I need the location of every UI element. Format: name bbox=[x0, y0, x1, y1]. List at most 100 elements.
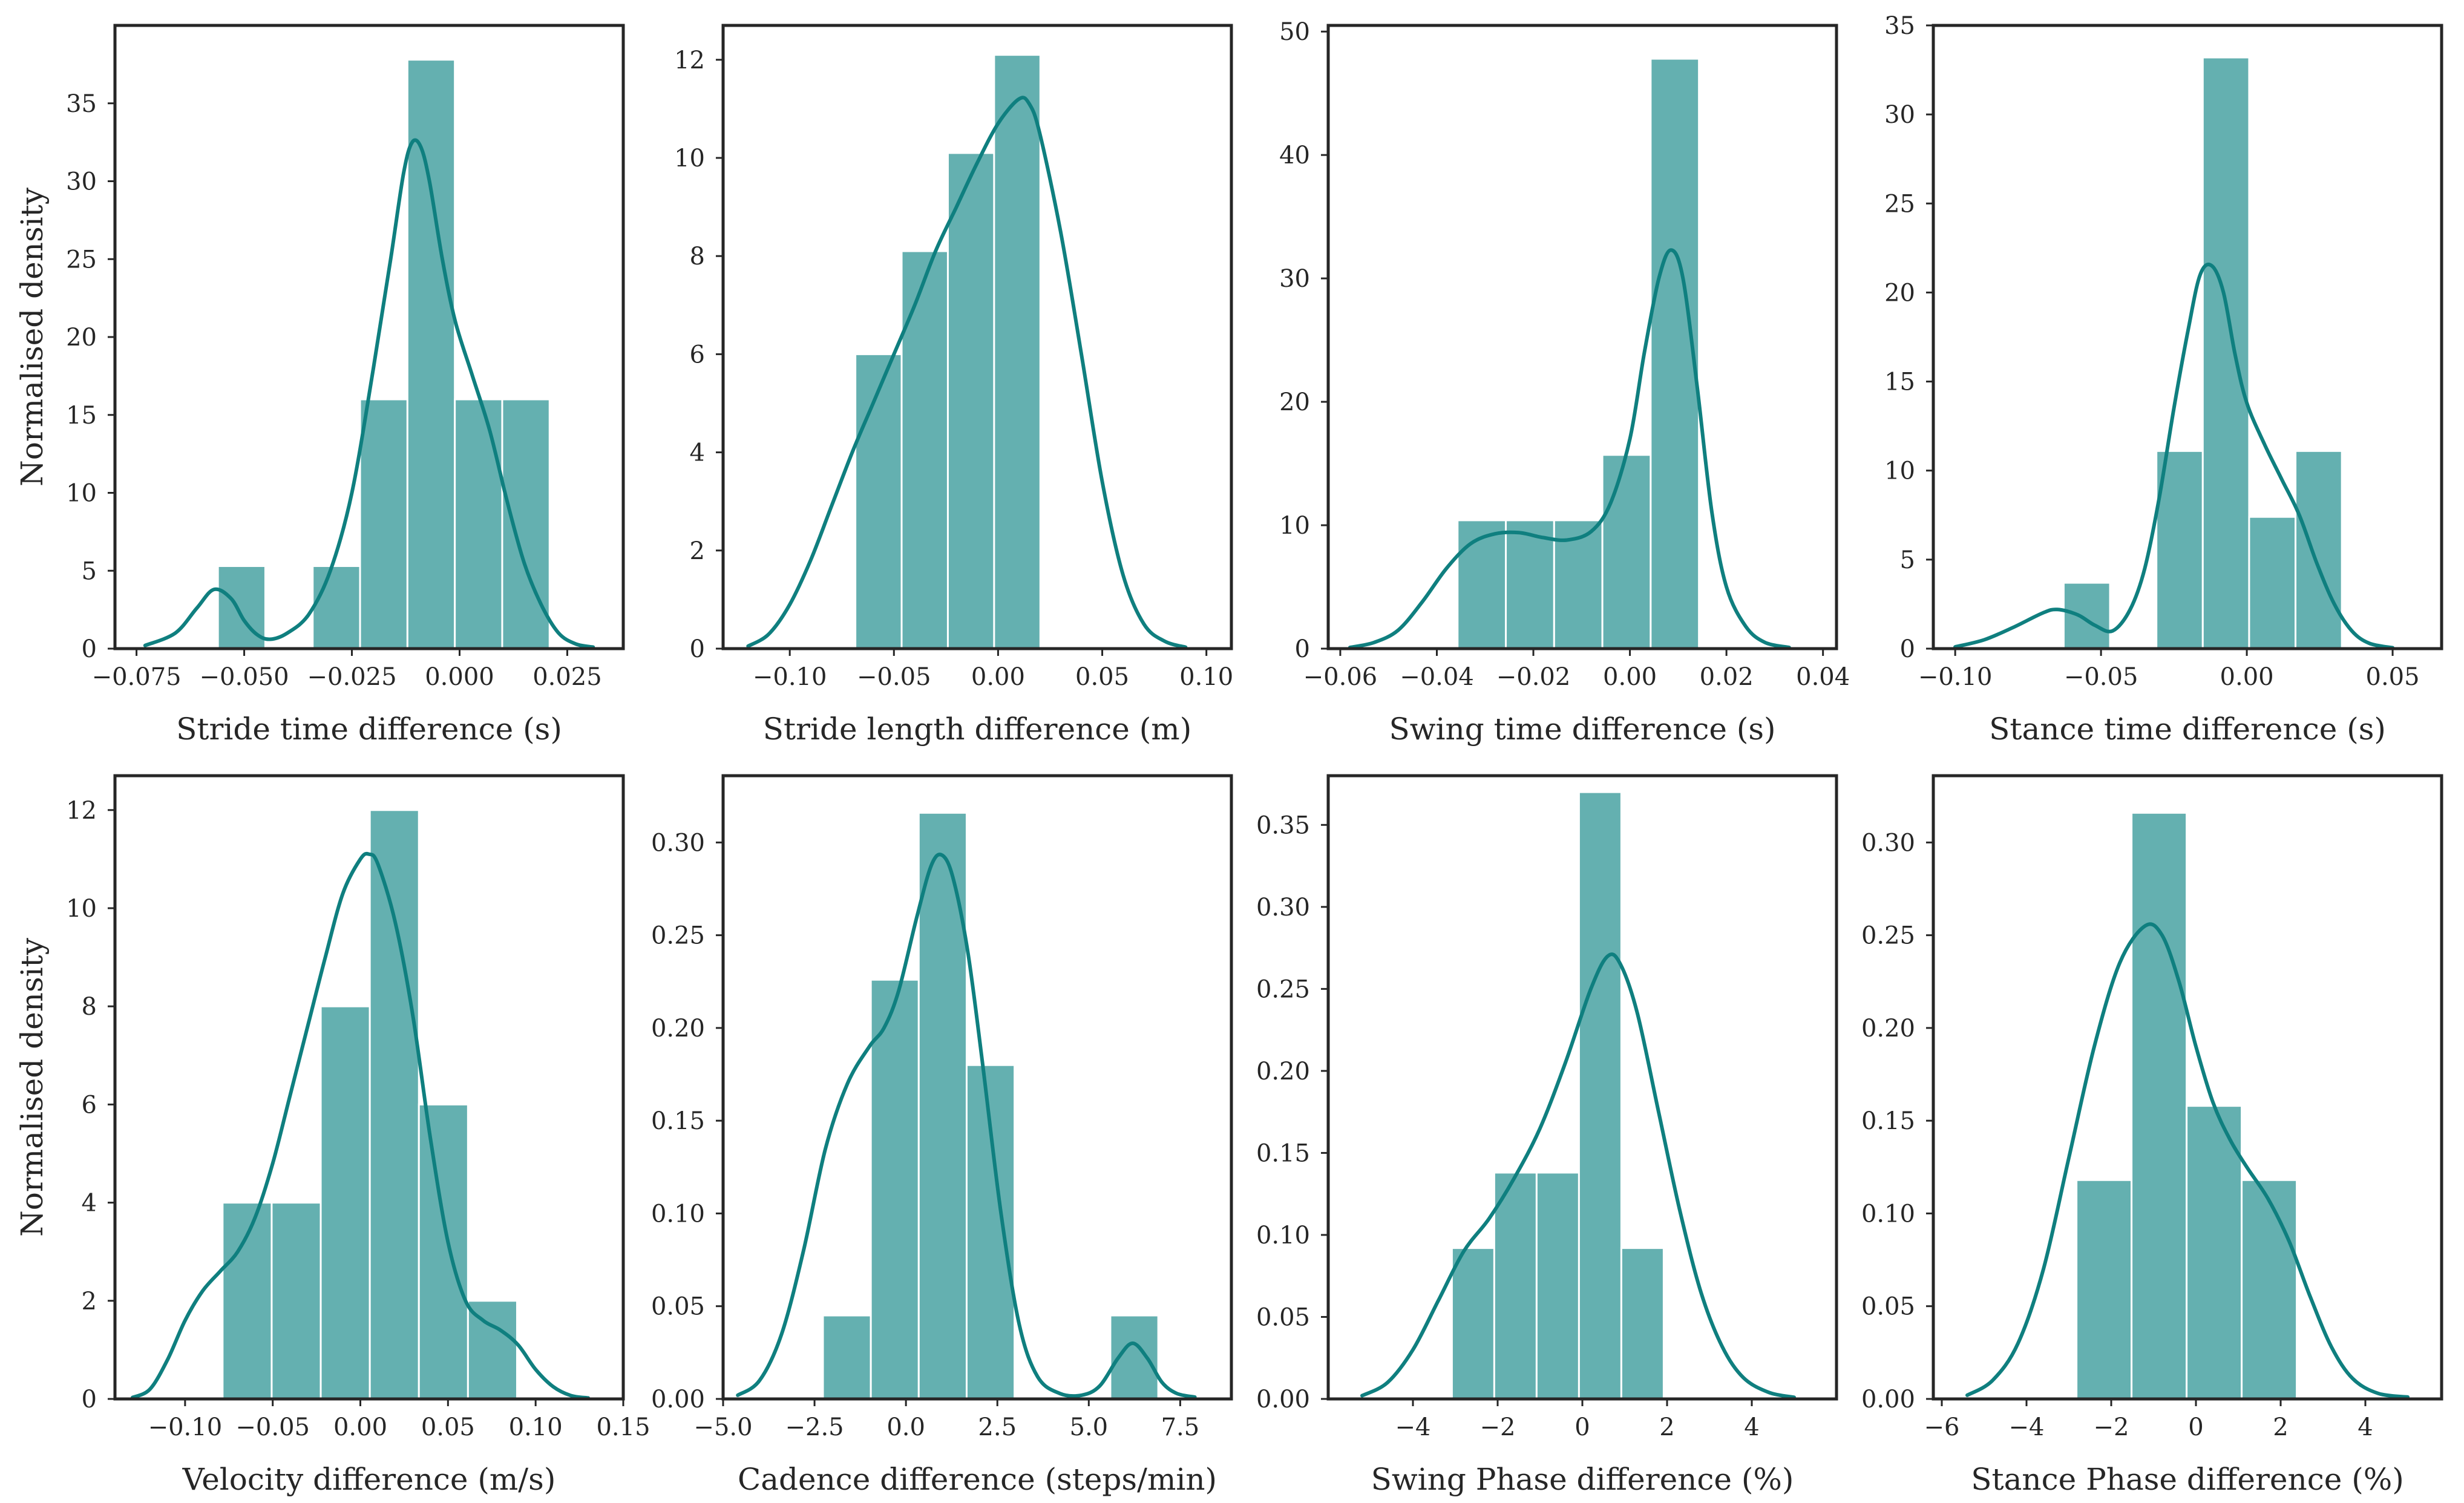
x-tick-label: −4 bbox=[1395, 1413, 1431, 1441]
y-tick-label: 30 bbox=[1279, 265, 1310, 293]
x-axis-label: Velocity difference (m/s) bbox=[182, 1462, 556, 1497]
histogram-bar bbox=[2062, 581, 2111, 650]
axes-frame bbox=[1326, 24, 1838, 650]
histogram-bar bbox=[1650, 57, 1700, 650]
x-tick-label: 0.02 bbox=[1700, 663, 1754, 691]
x-tick-label: 0.04 bbox=[1796, 663, 1850, 691]
x-tick-label: −0.075 bbox=[92, 663, 182, 691]
x-tick-label: 4 bbox=[2358, 1413, 2373, 1441]
subplot-7: −4 −2 0 2 4 0.00 0.05 0.10 0.15 0.20 0.25 0.30 0.35 S… bbox=[1256, 774, 1838, 1497]
x-tick-label: 0.05 bbox=[2366, 663, 2420, 691]
histogram-bar bbox=[900, 250, 949, 650]
x-tick-label: −2 bbox=[1480, 1413, 1516, 1441]
axes-frame bbox=[1932, 24, 2443, 650]
x-tick-label: 0.10 bbox=[1179, 663, 1233, 691]
x-tick-label: −2 bbox=[2094, 1413, 2129, 1441]
x-tick-label: −0.10 bbox=[753, 663, 827, 691]
x-tick-label: 0.10 bbox=[509, 1413, 563, 1441]
y-tick-label: 10 bbox=[1884, 457, 1915, 485]
x-tick-label: −0.02 bbox=[1496, 663, 1571, 691]
y-tick-label: 0.25 bbox=[651, 922, 705, 950]
x-tick-label: 2 bbox=[1659, 1413, 1674, 1441]
x-axis-label: Swing Phase difference (%) bbox=[1371, 1462, 1794, 1497]
x-tick-label: 0.05 bbox=[1075, 663, 1129, 691]
y-tick-label: 0.05 bbox=[651, 1293, 705, 1321]
y-tick-label: 0 bbox=[1295, 635, 1310, 663]
y-tick-label: 50 bbox=[1279, 18, 1310, 46]
y-tick-label: 40 bbox=[1279, 142, 1310, 169]
y-tick-label: 0 bbox=[82, 635, 97, 663]
y-tick-label: 20 bbox=[1279, 388, 1310, 416]
histogram-bar bbox=[270, 1202, 322, 1400]
y-tick-label: 0.10 bbox=[1256, 1222, 1310, 1249]
x-tick-label: 0.15 bbox=[596, 1413, 650, 1441]
y-tick-label: 0.20 bbox=[651, 1015, 705, 1043]
y-tick-label: 35 bbox=[1884, 12, 1915, 40]
histogram-bar bbox=[2248, 516, 2297, 650]
y-tick-label: 25 bbox=[1884, 190, 1915, 218]
histogram-bar bbox=[418, 1103, 469, 1400]
y-tick-label: 8 bbox=[82, 993, 97, 1021]
x-tick-label: 0.00 bbox=[333, 1413, 387, 1441]
histogram-bar bbox=[993, 54, 1041, 650]
x-axis-label: Stance time difference (s) bbox=[1989, 712, 2386, 747]
histogram-bar bbox=[1601, 454, 1652, 650]
kde-curve bbox=[131, 851, 591, 1400]
y-tick-label: 10 bbox=[66, 895, 97, 923]
y-tick-label: 12 bbox=[674, 47, 705, 74]
histogram-bar bbox=[359, 398, 408, 650]
x-tick-label: −0.025 bbox=[307, 663, 397, 691]
y-tick-label: 0.00 bbox=[651, 1386, 705, 1413]
x-tick-label: 5.0 bbox=[1070, 1413, 1109, 1441]
y-tick-label: 10 bbox=[66, 480, 97, 508]
y-tick-label: 0.00 bbox=[1256, 1386, 1310, 1413]
x-tick-label: −0.10 bbox=[1918, 663, 1993, 691]
y-tick-label: 0.05 bbox=[1861, 1293, 1915, 1321]
y-tick-label: 0.05 bbox=[1256, 1303, 1310, 1331]
x-axis-label: Cadence difference (steps/min) bbox=[738, 1462, 1217, 1497]
histogram-bar bbox=[1535, 1171, 1580, 1400]
kde-curve bbox=[1953, 263, 2394, 650]
y-tick-label: 0 bbox=[690, 635, 705, 663]
x-tick-label: 0.00 bbox=[2220, 663, 2274, 691]
y-tick-label: 6 bbox=[82, 1091, 97, 1119]
histogram-bar bbox=[369, 809, 420, 1400]
kde-curve bbox=[1360, 952, 1796, 1400]
y-tick-label: 0 bbox=[82, 1386, 97, 1413]
y-tick-label: 0.15 bbox=[1256, 1139, 1310, 1167]
histogram-bar bbox=[406, 59, 456, 650]
y-tick-label: 25 bbox=[66, 246, 97, 273]
subplot-8: −6 −4 −2 0 2 4 0.00 0.05 0.10 0.15 0.20 0.25 0.30 Sta… bbox=[1861, 774, 2443, 1497]
kde-curve bbox=[736, 853, 1197, 1399]
x-tick-label: −0.05 bbox=[857, 663, 931, 691]
y-tick-label: 35 bbox=[66, 90, 97, 118]
y-tick-label: 12 bbox=[66, 797, 97, 825]
kde-curve bbox=[143, 138, 595, 649]
histogram-bar bbox=[854, 353, 903, 650]
y-tick-label: 20 bbox=[66, 324, 97, 352]
x-axis-label: Stride time difference (s) bbox=[176, 712, 562, 747]
axes-frame bbox=[113, 774, 625, 1401]
x-axis-label: Stance Phase difference (%) bbox=[1971, 1462, 2403, 1497]
y-tick-label: 0.15 bbox=[1861, 1107, 1915, 1135]
y-tick-label: 5 bbox=[1900, 546, 1915, 574]
histogram-bar bbox=[1456, 519, 1507, 650]
y-tick-label: 0.35 bbox=[1256, 811, 1310, 839]
x-tick-label: 2 bbox=[2273, 1413, 2288, 1441]
histogram-bar bbox=[822, 1314, 872, 1400]
histogram-bar bbox=[312, 565, 361, 650]
y-tick-label: 0.10 bbox=[1861, 1200, 1915, 1228]
x-tick-label: 0.00 bbox=[1603, 663, 1657, 691]
histogram-bar bbox=[454, 398, 503, 650]
histogram-bar bbox=[2155, 450, 2204, 650]
x-tick-label: −2.5 bbox=[785, 1413, 844, 1441]
y-tick-label: 0.25 bbox=[1861, 922, 1915, 950]
histogram-bar bbox=[1505, 519, 1555, 650]
x-tick-label: 7.5 bbox=[1161, 1413, 1200, 1441]
x-tick-label: 2.5 bbox=[978, 1413, 1017, 1441]
y-tick-label: 0.20 bbox=[1256, 1058, 1310, 1086]
subplot-2: −0.10 −0.05 0.00 0.05 0.10 0 2 4 6 8 10 12 Stride le… bbox=[674, 24, 1233, 747]
y-tick-label: 4 bbox=[690, 439, 705, 467]
histogram-bar bbox=[2201, 56, 2250, 650]
